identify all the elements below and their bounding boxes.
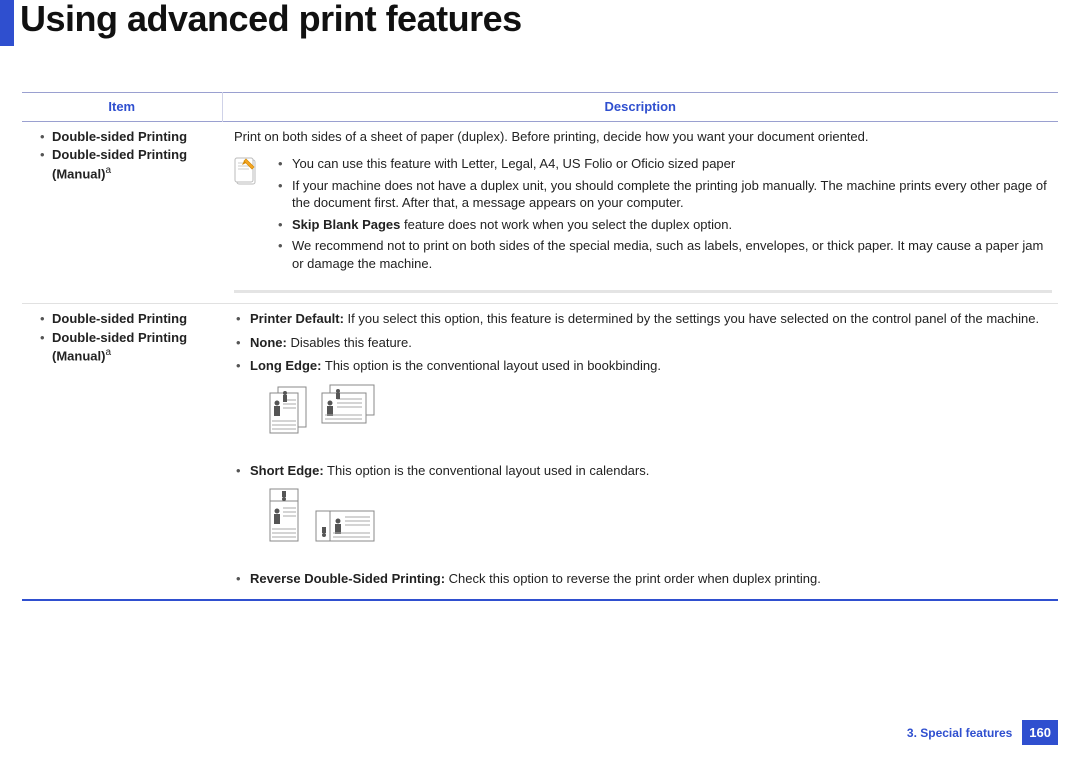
features-table: Item Description Double-sided Printing D… [22, 92, 1058, 601]
long-edge-illustration [266, 383, 1052, 450]
option-item: Long Edge: This option is the convention… [234, 357, 1052, 449]
item-entry: Double-sided Printing [40, 310, 214, 328]
table-row: Double-sided Printing Double-sided Print… [22, 121, 1058, 304]
note-list: You can use this feature with Letter, Le… [276, 155, 1052, 276]
note-item: You can use this feature with Letter, Le… [276, 155, 1052, 173]
page-footer: 3. Special features 160 [907, 720, 1058, 745]
option-text: This option is the conventional layout u… [324, 463, 650, 478]
option-item: Printer Default: If you select this opti… [234, 310, 1052, 328]
item-label: Double-sided Printing (Manual) [52, 330, 187, 364]
option-bold: Printer Default: [250, 311, 344, 326]
item-list: Double-sided Printing Double-sided Print… [30, 310, 214, 365]
note-text: You can use this feature with Letter, Le… [292, 156, 735, 171]
description-cell: Print on both sides of a sheet of paper … [222, 121, 1058, 304]
table-header-row: Item Description [22, 93, 1058, 122]
item-cell: Double-sided Printing Double-sided Print… [22, 304, 222, 600]
item-entry: Double-sided Printing (Manual)a [40, 146, 214, 182]
option-bold: None: [250, 335, 287, 350]
option-text: Disables this feature. [287, 335, 412, 350]
page-title: Using advanced print features [20, 0, 522, 38]
option-bold: Short Edge: [250, 463, 324, 478]
note-item: If your machine does not have a duplex u… [276, 177, 1052, 212]
item-label: Double-sided Printing [52, 129, 187, 144]
item-cell: Double-sided Printing Double-sided Print… [22, 121, 222, 304]
note-icon [234, 155, 262, 276]
option-item: Short Edge: This option is the conventio… [234, 462, 1052, 558]
item-label: Double-sided Printing [52, 311, 187, 326]
option-bold: Long Edge: [250, 358, 322, 373]
option-bold: Reverse Double-Sided Printing: [250, 571, 445, 586]
col-header-description: Description [222, 93, 1058, 122]
note-bold: Skip Blank Pages [292, 217, 400, 232]
page-root: Using advanced print features Item Descr… [0, 0, 1080, 763]
item-label: Double-sided Printing (Manual) [52, 147, 187, 181]
footer-page-number: 160 [1022, 720, 1058, 745]
option-text: Check this option to reverse the print o… [445, 571, 821, 586]
option-item: Reverse Double-Sided Printing: Check thi… [234, 570, 1052, 588]
item-entry: Double-sided Printing [40, 128, 214, 146]
item-superscript: a [105, 165, 111, 176]
title-accent [0, 0, 14, 46]
table-row: Double-sided Printing Double-sided Print… [22, 304, 1058, 600]
title-bar: Using advanced print features [0, 0, 1080, 56]
option-text: If you select this option, this feature … [344, 311, 1039, 326]
description-cell: Printer Default: If you select this opti… [222, 304, 1058, 600]
col-header-item: Item [22, 93, 222, 122]
footer-chapter: 3. Special features [907, 726, 1012, 740]
item-entry: Double-sided Printing (Manual)a [40, 329, 214, 365]
option-text: This option is the conventional layout u… [322, 358, 661, 373]
option-item: None: Disables this feature. [234, 334, 1052, 352]
note-text: We recommend not to print on both sides … [292, 238, 1043, 271]
note-text: feature does not work when you select th… [400, 217, 732, 232]
table-wrap: Item Description Double-sided Printing D… [22, 92, 1058, 601]
item-list: Double-sided Printing Double-sided Print… [30, 128, 214, 183]
short-edge-illustration [266, 487, 1052, 558]
options-list: Printer Default: If you select this opti… [234, 310, 1052, 587]
note-text: If your machine does not have a duplex u… [292, 178, 1047, 211]
note-item: Skip Blank Pages feature does not work w… [276, 216, 1052, 234]
note-box: You can use this feature with Letter, Le… [234, 155, 1052, 293]
note-item: We recommend not to print on both sides … [276, 237, 1052, 272]
description-intro: Print on both sides of a sheet of paper … [234, 128, 1052, 146]
item-superscript: a [105, 347, 111, 358]
